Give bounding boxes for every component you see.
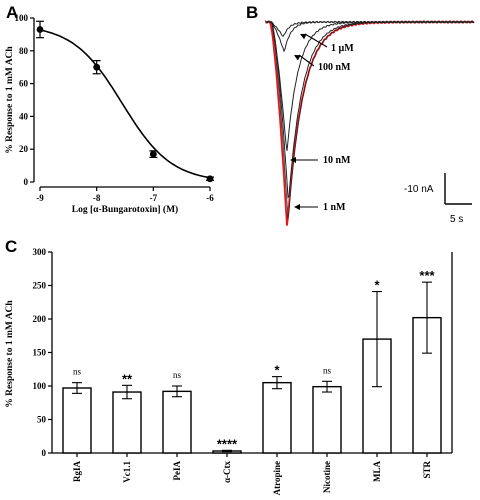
panel-c-significance: **** [217, 436, 238, 451]
panel-a-letter: A [6, 3, 18, 22]
panel-a-fit-curve [39, 29, 211, 179]
trace-label-arrow [298, 54, 315, 67]
panel-c-letter: C [5, 237, 17, 256]
panel-a-y-tick-label: 20 [19, 144, 29, 154]
trace-label-arrowhead [294, 204, 300, 210]
trace-label: 100 nM [318, 62, 351, 73]
trace-label-arrowhead [290, 157, 296, 163]
panel-c-category-label: Atropine [272, 461, 282, 495]
toxin-trace-2 [265, 20, 475, 53]
panel-c-y-axis-label: % Response to 1 mM ACh [5, 300, 15, 408]
panel-c-category-label: α-Ctx [222, 461, 232, 484]
panel-c-category-label: STR [422, 461, 432, 479]
panel-a-x-tick-label: -7 [150, 193, 158, 203]
panel-a-data-point [149, 150, 157, 158]
panel-a-data-point [36, 26, 44, 33]
panel-a-y-tick-label: 100 [15, 13, 29, 23]
panel-c-bar [312, 385, 342, 454]
scale-bar-current-label: -10 nA [404, 184, 434, 195]
panel-c-significance: * [274, 363, 280, 378]
trace-label: 1 µM [331, 43, 354, 54]
panel-a-y-tick-label: 60 [19, 79, 29, 89]
control-trace [265, 20, 475, 226]
panel-c-y-tick-label: 250 [33, 281, 47, 291]
panel-c-significance: * [374, 278, 380, 293]
trace-label-arrow [304, 33, 328, 48]
panel-c-significance: ns [323, 365, 332, 375]
panel-c-category-label: RgIA [72, 461, 82, 483]
panel-a-data-point [206, 175, 214, 183]
panel-b-traces: 1 µM 100 nM 10 nM 1 nM -10 nA 5 s [265, 20, 475, 226]
panel-c-y-tick-label: 0 [42, 448, 47, 458]
trace-label-arrowhead [294, 55, 301, 61]
panel-a-y-tick-label: 40 [19, 111, 29, 121]
trace-label: 1 nM [323, 202, 346, 213]
toxin-trace-4 [265, 20, 475, 199]
trace-label: 10 nM [323, 155, 351, 166]
scale-bar-time-label: 5 s [450, 214, 463, 225]
panel-b-letter: B [246, 3, 258, 22]
panel-c-category-label: Vc1.1 [122, 461, 132, 483]
panel-c-chart: % Response to 1 mM ACh 0 50 100 150 200 250 30… [5, 247, 453, 495]
panel-a-x-tick-label: -9 [36, 193, 44, 203]
panel-c-bar [162, 390, 192, 454]
panel-a-x-tick-label: -8 [93, 193, 101, 203]
control-trace-repeat [265, 21, 475, 220]
panel-a-x-tick-label: -6 [206, 193, 214, 203]
trace-label-arrowhead [300, 33, 307, 40]
panel-a-y-tick-label: 80 [19, 46, 29, 56]
panel-a-x-axis-label: Log [α-Bungarotoxin] (M) [72, 204, 178, 215]
panel-c-bar [112, 391, 142, 454]
panel-c-y-tick-label: 100 [33, 381, 47, 391]
panel-c-significance: ** [122, 371, 133, 386]
panel-c-significance: ns [173, 370, 182, 380]
panel-c-bar [62, 387, 92, 454]
panel-a-chart: % Response to 1 mM ACh Log [α-Bungarotox… [5, 13, 214, 215]
panel-a-data-point [93, 63, 101, 71]
panel-c-y-tick-label: 200 [33, 314, 47, 324]
panel-c-bar [262, 381, 292, 454]
panel-c-y-tick-label: 150 [33, 348, 47, 358]
panel-a-y-axis-label: % Response to 1 mM ACh [5, 46, 15, 154]
panel-c-y-tick-label: 50 [37, 415, 47, 425]
panel-c-significance: *** [419, 268, 435, 283]
panel-a-y-tick-label: 0 [24, 177, 29, 187]
panel-c-y-tick-label: 300 [33, 247, 47, 257]
panel-c-category-label: PeIA [172, 461, 182, 481]
panel-c-category-label: MLA [372, 461, 382, 482]
panel-c-significance: ns [73, 367, 82, 377]
panel-c-category-label: Nicotine [322, 461, 332, 493]
